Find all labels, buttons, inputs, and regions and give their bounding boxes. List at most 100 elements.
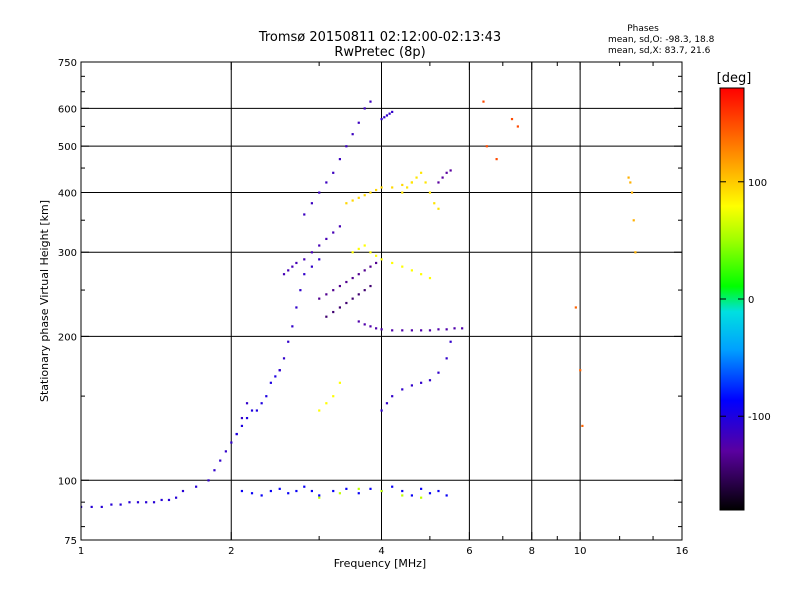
data-point: [291, 325, 294, 328]
data-point: [369, 487, 372, 490]
axis-ticks: 1 2 4 6 8 10 16 75 100 200 300 400 500 600 750: [58, 58, 688, 557]
data-point: [269, 489, 272, 493]
data-point: [291, 265, 294, 268]
data-point: [391, 186, 394, 189]
data-point: [410, 269, 413, 272]
data-point: [482, 100, 485, 103]
data-point: [391, 329, 394, 332]
data-point: [318, 494, 321, 497]
data-point: [391, 261, 394, 265]
data-point: [195, 485, 198, 488]
data-point: [303, 213, 306, 216]
data-point: [445, 357, 448, 360]
data-point: [375, 188, 378, 192]
data-point: [332, 171, 335, 174]
data-point: [207, 479, 210, 482]
data-point: [318, 258, 321, 261]
data-point: [338, 381, 342, 384]
data-point: [420, 381, 423, 384]
y-tick-label: 75: [64, 536, 77, 547]
data-point: [325, 315, 328, 318]
data-point: [437, 328, 440, 331]
data-point: [287, 340, 290, 343]
data-point: [310, 251, 313, 254]
data-point: [100, 505, 103, 509]
data-point: [437, 489, 440, 493]
data-point: [629, 181, 632, 184]
data-point: [388, 112, 391, 115]
data-point: [325, 402, 328, 405]
data-point: [90, 505, 93, 509]
data-point: [433, 202, 436, 205]
data-point: [510, 117, 514, 121]
y-tick-label: 300: [58, 248, 77, 259]
data-points: [81, 100, 637, 509]
data-point: [391, 110, 394, 114]
data-point: [245, 402, 249, 405]
data-point: [240, 424, 244, 428]
data-point: [318, 244, 321, 247]
colorbar-ticks: 100 0 -100: [720, 178, 771, 423]
y-tick-label: 600: [58, 104, 77, 115]
data-point: [274, 375, 277, 378]
data-point: [282, 357, 286, 360]
data-point: [128, 501, 131, 504]
data-point: [332, 310, 335, 314]
x-tick-label: 4: [378, 546, 384, 557]
data-point: [627, 176, 630, 179]
data-point: [181, 489, 185, 493]
data-point: [303, 485, 306, 488]
data-point: [357, 121, 360, 124]
data-point: [287, 492, 290, 495]
data-point: [325, 293, 328, 296]
data-point: [420, 329, 423, 332]
y-tick-label: 500: [58, 142, 77, 153]
data-point: [363, 194, 366, 197]
data-point: [357, 320, 360, 323]
data-point: [428, 329, 432, 332]
data-point: [351, 251, 354, 254]
data-point: [318, 496, 321, 499]
data-point: [224, 450, 227, 453]
data-point: [363, 323, 366, 326]
data-point: [278, 369, 281, 372]
data-point: [338, 492, 342, 495]
data-point: [287, 269, 290, 272]
data-point: [338, 284, 342, 288]
data-point: [453, 327, 456, 330]
data-point: [383, 116, 386, 119]
data-point: [441, 176, 444, 179]
data-point: [363, 244, 366, 247]
data-point: [437, 371, 440, 374]
data-point: [357, 247, 360, 250]
data-point: [174, 496, 178, 499]
data-point: [369, 284, 372, 288]
data-point: [345, 301, 348, 305]
data-point: [351, 199, 354, 202]
data-point: [318, 191, 321, 194]
data-point: [260, 494, 263, 497]
data-point: [351, 297, 354, 300]
data-point: [357, 487, 360, 490]
data-point: [363, 107, 366, 110]
data-point: [160, 498, 163, 502]
data-point: [282, 273, 286, 276]
data-point: [420, 496, 423, 499]
data-point: [240, 489, 244, 493]
data-point: [428, 492, 432, 495]
x-tick-label: 1: [78, 546, 84, 557]
data-point: [401, 494, 404, 497]
data-point: [235, 432, 238, 436]
data-point: [345, 280, 348, 284]
data-point: [351, 276, 354, 280]
y-tick-label: 200: [58, 332, 77, 343]
data-point: [410, 494, 413, 497]
data-point: [110, 503, 113, 506]
colorbar-tick-label: -100: [748, 412, 771, 423]
data-point: [303, 258, 306, 261]
stats-line-o: mean, sd,O: -98.3, 18.8: [608, 35, 715, 45]
x-tick-label: 10: [574, 546, 587, 557]
data-point: [310, 265, 313, 268]
chart-title: Tromsø 20150811 02:12:00-02:13:43: [258, 30, 501, 45]
data-point: [630, 191, 634, 194]
